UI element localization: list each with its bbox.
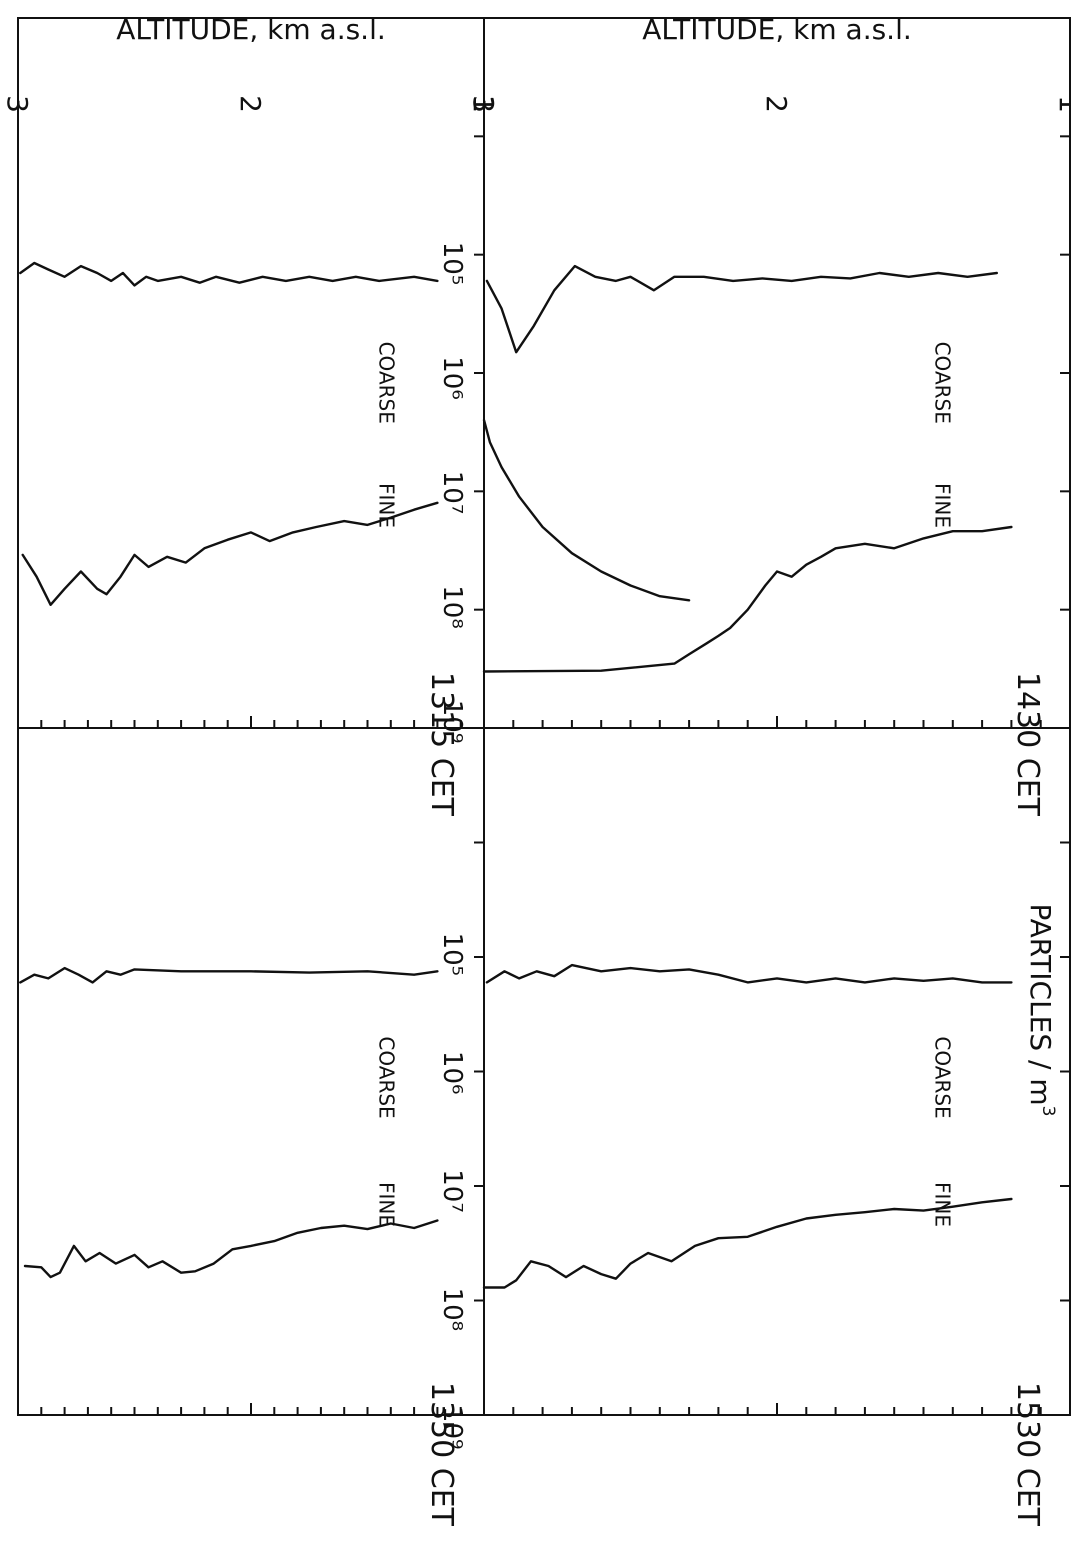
series-line xyxy=(485,963,1013,984)
annotation-fine: FINE xyxy=(931,1182,955,1227)
x-axis-label: PARTICLES / m3 xyxy=(1024,904,1058,1117)
x-tick-label: 10⁶ xyxy=(0,356,1,400)
y-tick-label: 3 xyxy=(467,95,500,113)
series-line xyxy=(23,1219,439,1279)
x-tick-label: 10⁹ xyxy=(437,1406,467,1450)
x-tick-label: 10⁸ xyxy=(0,585,1,629)
annotation-coarse: COARSE xyxy=(375,1036,399,1118)
panel-title: 1530 CET xyxy=(1010,1382,1045,1527)
x-tick-label: 10⁶ xyxy=(437,1051,467,1095)
x-tick-label: 10⁸ xyxy=(437,1288,467,1332)
panel-frame xyxy=(483,17,1071,729)
y-axis-label: ALTITUDE, km a.s.l. xyxy=(116,13,386,46)
y-tick-label: 2 xyxy=(760,95,793,113)
series-line xyxy=(482,1197,1013,1289)
annotation-coarse: COARSE xyxy=(375,342,399,424)
x-tick-label: 10⁷ xyxy=(437,471,467,515)
panel-title: 1315 CET xyxy=(424,672,459,817)
x-tick-label: 10⁹ xyxy=(0,1406,1,1450)
x-tick-label: 10⁷ xyxy=(0,471,1,515)
series-line xyxy=(485,264,998,354)
y-tick-label: 1 xyxy=(467,95,500,113)
x-tick-label: 10⁶ xyxy=(437,356,467,400)
series-line xyxy=(19,261,439,287)
x-tick-label: 10⁷ xyxy=(0,1169,1,1213)
annotation-coarse: COARSE xyxy=(931,342,955,424)
panel-title: 1350 CET xyxy=(424,1382,459,1527)
panels xyxy=(17,17,1071,1416)
x-tick-label: 10⁵ xyxy=(437,242,467,286)
x-tick-label: 10⁸ xyxy=(0,1288,1,1332)
x-axis-label-superscript: 3 xyxy=(1038,1106,1058,1117)
x-tick-label: 10⁵ xyxy=(0,242,1,286)
y-tick-label: 3 xyxy=(1,95,34,113)
series-line xyxy=(482,525,1013,673)
text-layer: 1315 CET FINE COARSE 10⁵ 10⁶ 10⁷ 10⁸ 10⁹ 1 2 3 ALTI… xyxy=(0,13,1071,1527)
y-tick-label: 1 xyxy=(1053,95,1071,113)
x-tick-label: 10⁵ xyxy=(0,933,1,977)
panel-frame xyxy=(17,17,485,729)
annotation-fine: FINE xyxy=(375,483,399,528)
y-tick-label: 2 xyxy=(234,95,267,113)
panel-frame xyxy=(483,727,1071,1416)
y-axis-label: ALTITUDE, km a.s.l. xyxy=(642,13,912,46)
x-tick-label: 10⁵ xyxy=(437,933,467,977)
x-tick-label: 10⁹ xyxy=(437,700,467,744)
panel-title: 1430 CET xyxy=(1010,672,1045,817)
series-line xyxy=(21,501,439,606)
annotation-fine: FINE xyxy=(931,483,955,528)
annotation-fine: FINE xyxy=(375,1182,399,1227)
rotated-text-layer: 1315 CET FINE COARSE 10⁵ 10⁶ 10⁷ 10⁸ 10⁹ 1 2 3 ALTI… xyxy=(0,13,1071,1527)
x-tick-label: 10⁷ xyxy=(437,1169,467,1213)
series-line xyxy=(19,966,439,984)
x-tick-label: 10⁹ xyxy=(0,700,1,744)
annotation-coarse: COARSE xyxy=(931,1036,955,1118)
series-line xyxy=(482,418,691,602)
panel-frame xyxy=(17,727,485,1416)
x-tick-label: 10⁶ xyxy=(0,1051,1,1095)
x-tick-label: 10⁸ xyxy=(437,585,467,629)
